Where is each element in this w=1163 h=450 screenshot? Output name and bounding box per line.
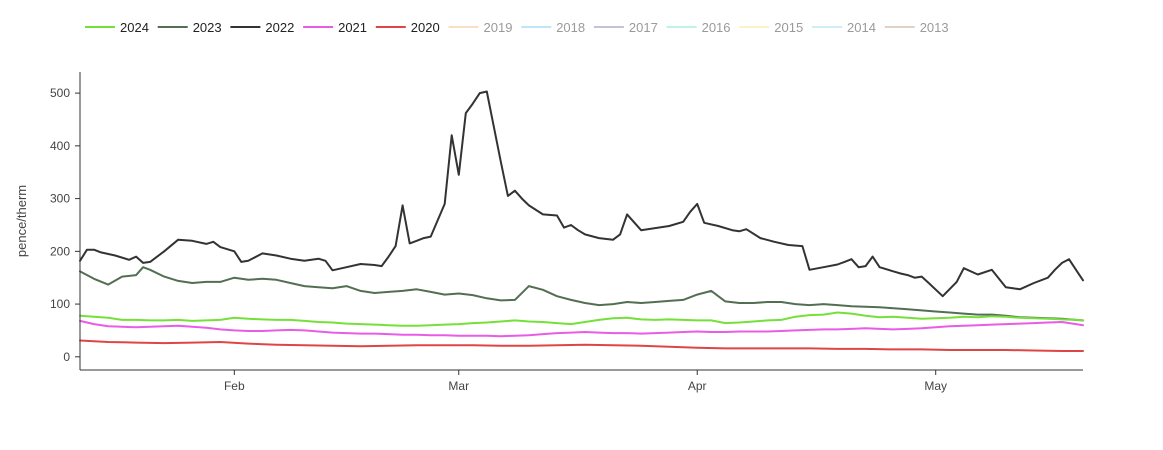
legend-item-2018[interactable]: 2018 bbox=[521, 20, 585, 35]
legend-label: 2021 bbox=[338, 20, 367, 35]
y-tick-label: 100 bbox=[50, 297, 70, 311]
legend-item-2021[interactable]: 2021 bbox=[303, 20, 367, 35]
legend-item-2019[interactable]: 2019 bbox=[448, 20, 513, 35]
legend-label: 2015 bbox=[774, 20, 803, 35]
series-line-2023 bbox=[79, 266, 1084, 322]
legend-item-2014[interactable]: 2014 bbox=[812, 20, 876, 35]
x-axis-ticks: Feb Mar Apr May bbox=[224, 370, 947, 393]
y-tick-label: 400 bbox=[50, 139, 70, 153]
x-tick-label: Feb bbox=[224, 379, 245, 393]
series-line-2024 bbox=[79, 311, 1084, 327]
legend-label: 2014 bbox=[847, 20, 876, 35]
series-line-2021 bbox=[79, 319, 1084, 338]
y-axis-title: pence/therm bbox=[14, 185, 29, 257]
legend-item-2020[interactable]: 2020 bbox=[375, 20, 440, 35]
x-tick-label: Mar bbox=[448, 379, 469, 393]
legend-label: 2020 bbox=[411, 20, 440, 35]
legend-label: 2022 bbox=[265, 20, 294, 35]
x-tick-label: Apr bbox=[688, 379, 707, 393]
legend-item-2022[interactable]: 2022 bbox=[230, 20, 294, 35]
legend-label: 2013 bbox=[920, 20, 949, 35]
y-tick-label: 300 bbox=[50, 192, 70, 206]
legend-label: 2016 bbox=[702, 20, 731, 35]
legend-item-2017[interactable]: 2017 bbox=[593, 20, 658, 35]
legend-item-2013[interactable]: 2013 bbox=[884, 20, 949, 35]
legend-label: 2017 bbox=[629, 20, 658, 35]
plot-area bbox=[79, 90, 1084, 352]
y-axis-ticks: 0 100 200 300 400 500 bbox=[50, 86, 80, 364]
legend: 2024 2023 2022 2021 2020 2019 2018 2017 2016 2015… bbox=[85, 20, 949, 35]
x-tick-label: May bbox=[924, 379, 947, 393]
legend-label: 2023 bbox=[193, 20, 222, 35]
legend-item-2015[interactable]: 2015 bbox=[739, 20, 803, 35]
y-tick-label: 200 bbox=[50, 244, 70, 258]
y-tick-label: 500 bbox=[50, 86, 70, 100]
axes bbox=[79, 72, 1083, 371]
legend-item-2023[interactable]: 2023 bbox=[157, 20, 222, 35]
legend-label: 2024 bbox=[120, 20, 149, 35]
y-tick-label: 0 bbox=[63, 350, 70, 364]
legend-label: 2018 bbox=[556, 20, 585, 35]
series-line-2022 bbox=[79, 90, 1084, 298]
legend-item-2024[interactable]: 2024 bbox=[85, 20, 149, 35]
series-line-2020 bbox=[79, 339, 1084, 352]
legend-label: 2019 bbox=[484, 20, 513, 35]
legend-item-2016[interactable]: 2016 bbox=[666, 20, 731, 35]
